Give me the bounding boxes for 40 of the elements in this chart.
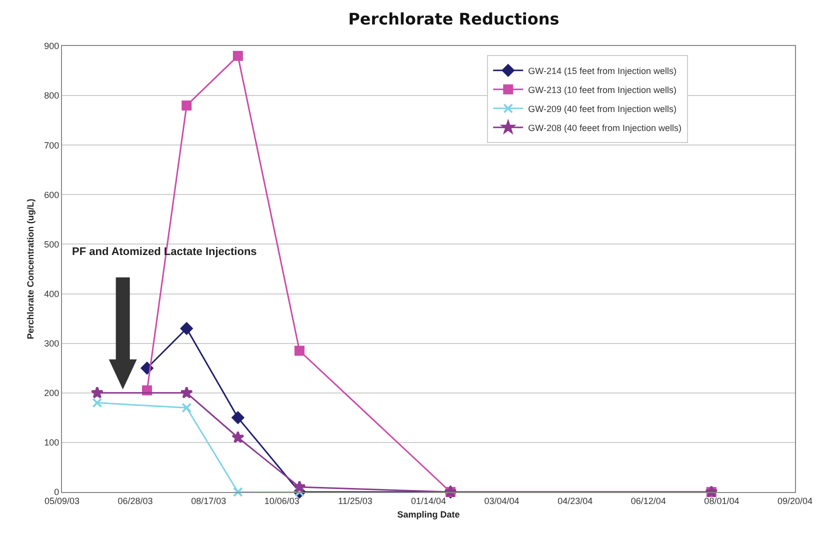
point xyxy=(294,346,304,356)
x-tick-label: 01/14/04 xyxy=(410,496,446,506)
x-tick-label: 06/28/03 xyxy=(118,496,153,506)
x-tick-label: 08/17/03 xyxy=(191,496,226,506)
point xyxy=(232,487,243,497)
x-tick-label: 10/06/03 xyxy=(264,496,300,506)
point xyxy=(232,50,243,61)
point xyxy=(92,398,102,408)
x-tick-label: 03/04/04 xyxy=(484,496,520,506)
y-tick-label: 800 xyxy=(44,90,60,101)
legend-label: GW-208 (40 feeet from Injection wells) xyxy=(528,122,682,133)
y-tick-label: 600 xyxy=(44,190,60,200)
y-tick-label: 700 xyxy=(44,140,60,150)
x-tick-label: 06/12/04 xyxy=(630,496,666,506)
x-tick-label: 09/20/04 xyxy=(777,496,813,506)
y-tick-label: 400 xyxy=(44,288,60,299)
point xyxy=(232,430,244,444)
point xyxy=(90,386,104,398)
point xyxy=(182,100,192,110)
point xyxy=(182,402,192,413)
y-tick-label: 200 xyxy=(44,388,60,398)
y-tick-label: 0 xyxy=(54,487,60,498)
point xyxy=(180,386,193,398)
x-tick-label: 11/25/03 xyxy=(338,496,372,506)
x-tick-label: 04/23/04 xyxy=(558,496,593,506)
y-axis-title: Perchlorate Concentration (ug/L) xyxy=(26,198,36,340)
y-tick-label: 900 xyxy=(44,41,60,52)
y-tick-label: 500 xyxy=(44,239,60,250)
y-tick-label: 300 xyxy=(44,338,60,348)
point xyxy=(232,411,244,424)
point xyxy=(293,480,306,493)
y-tick-label: 100 xyxy=(44,438,60,448)
point xyxy=(180,322,193,335)
x-tick-label: 05/09/03 xyxy=(44,496,80,506)
x-tick-label: 08/01/04 xyxy=(704,496,740,506)
legend-label: GW-209 (40 feet from Injection wells) xyxy=(528,104,677,114)
legend-label: GW-213 (10 feet from Injection wells) xyxy=(528,84,677,95)
legend-label: GW-214 (15 feet from Injection wells) xyxy=(528,66,677,76)
chart-title: Perchlorate Reductions xyxy=(348,10,560,29)
x-axis-title: Sampling Date xyxy=(397,510,460,520)
